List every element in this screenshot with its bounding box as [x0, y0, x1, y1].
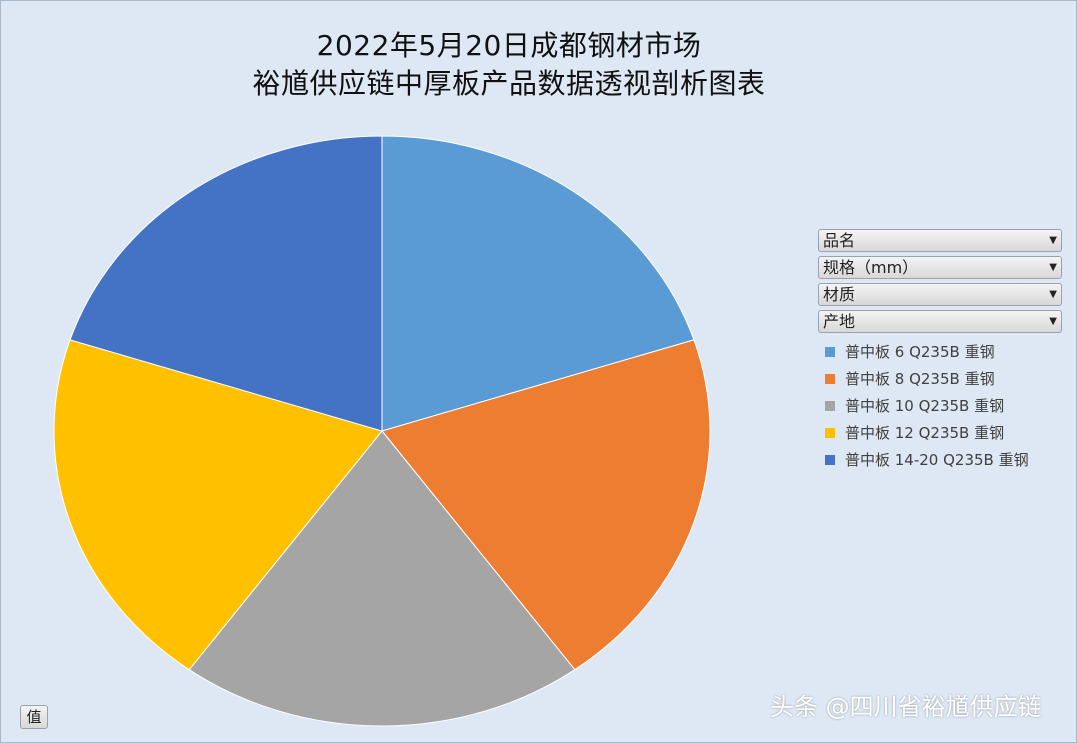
pie-slice-5[interactable] [69, 135, 383, 432]
legend-label: 普中板 14-20 Q235B 重钢 [845, 451, 1029, 469]
legend-swatch [825, 428, 835, 438]
legend-label: 普中板 6 Q235B 重钢 [845, 343, 995, 361]
filter-button-origin[interactable]: 产地 ▼ [818, 310, 1062, 333]
filter-label: 品名 [823, 231, 856, 250]
dropdown-arrow-icon: ▼ [1049, 235, 1057, 246]
legend-swatch [825, 401, 835, 411]
dropdown-arrow-icon: ▼ [1049, 316, 1057, 327]
watermark: 头条 @四川省裕馗供应链 [770, 693, 1042, 721]
dropdown-arrow-icon: ▼ [1049, 262, 1057, 273]
legend-swatch [825, 455, 835, 465]
legend-label: 普中板 12 Q235B 重钢 [845, 424, 1005, 442]
pie-slice-4[interactable] [53, 339, 383, 671]
filter-button-product-name[interactable]: 品名 ▼ [818, 229, 1062, 252]
legend-swatch [825, 374, 835, 384]
pie-slice-3[interactable] [188, 430, 576, 727]
chart-title-line-1: 2022年5月20日成都钢材市场 [316, 29, 702, 62]
filter-button-material[interactable]: 材质 ▼ [818, 283, 1062, 306]
filter-label: 产地 [823, 312, 856, 331]
pie-slice-2[interactable] [381, 339, 711, 671]
legend-label: 普中板 10 Q235B 重钢 [845, 397, 1005, 415]
filter-label: 规格（mm） [823, 258, 919, 277]
dropdown-arrow-icon: ▼ [1049, 289, 1057, 300]
chart-title-line-2: 裕馗供应链中厚板产品数据透视剖析图表 [252, 67, 766, 100]
legend-swatch [825, 347, 835, 357]
pie-slice-1[interactable] [381, 135, 695, 432]
values-field-button[interactable]: 值 [20, 705, 48, 729]
legend-label: 普中板 8 Q235B 重钢 [845, 370, 995, 388]
filter-button-spec[interactable]: 规格（mm） ▼ [818, 256, 1062, 279]
filter-label: 材质 [823, 285, 856, 304]
